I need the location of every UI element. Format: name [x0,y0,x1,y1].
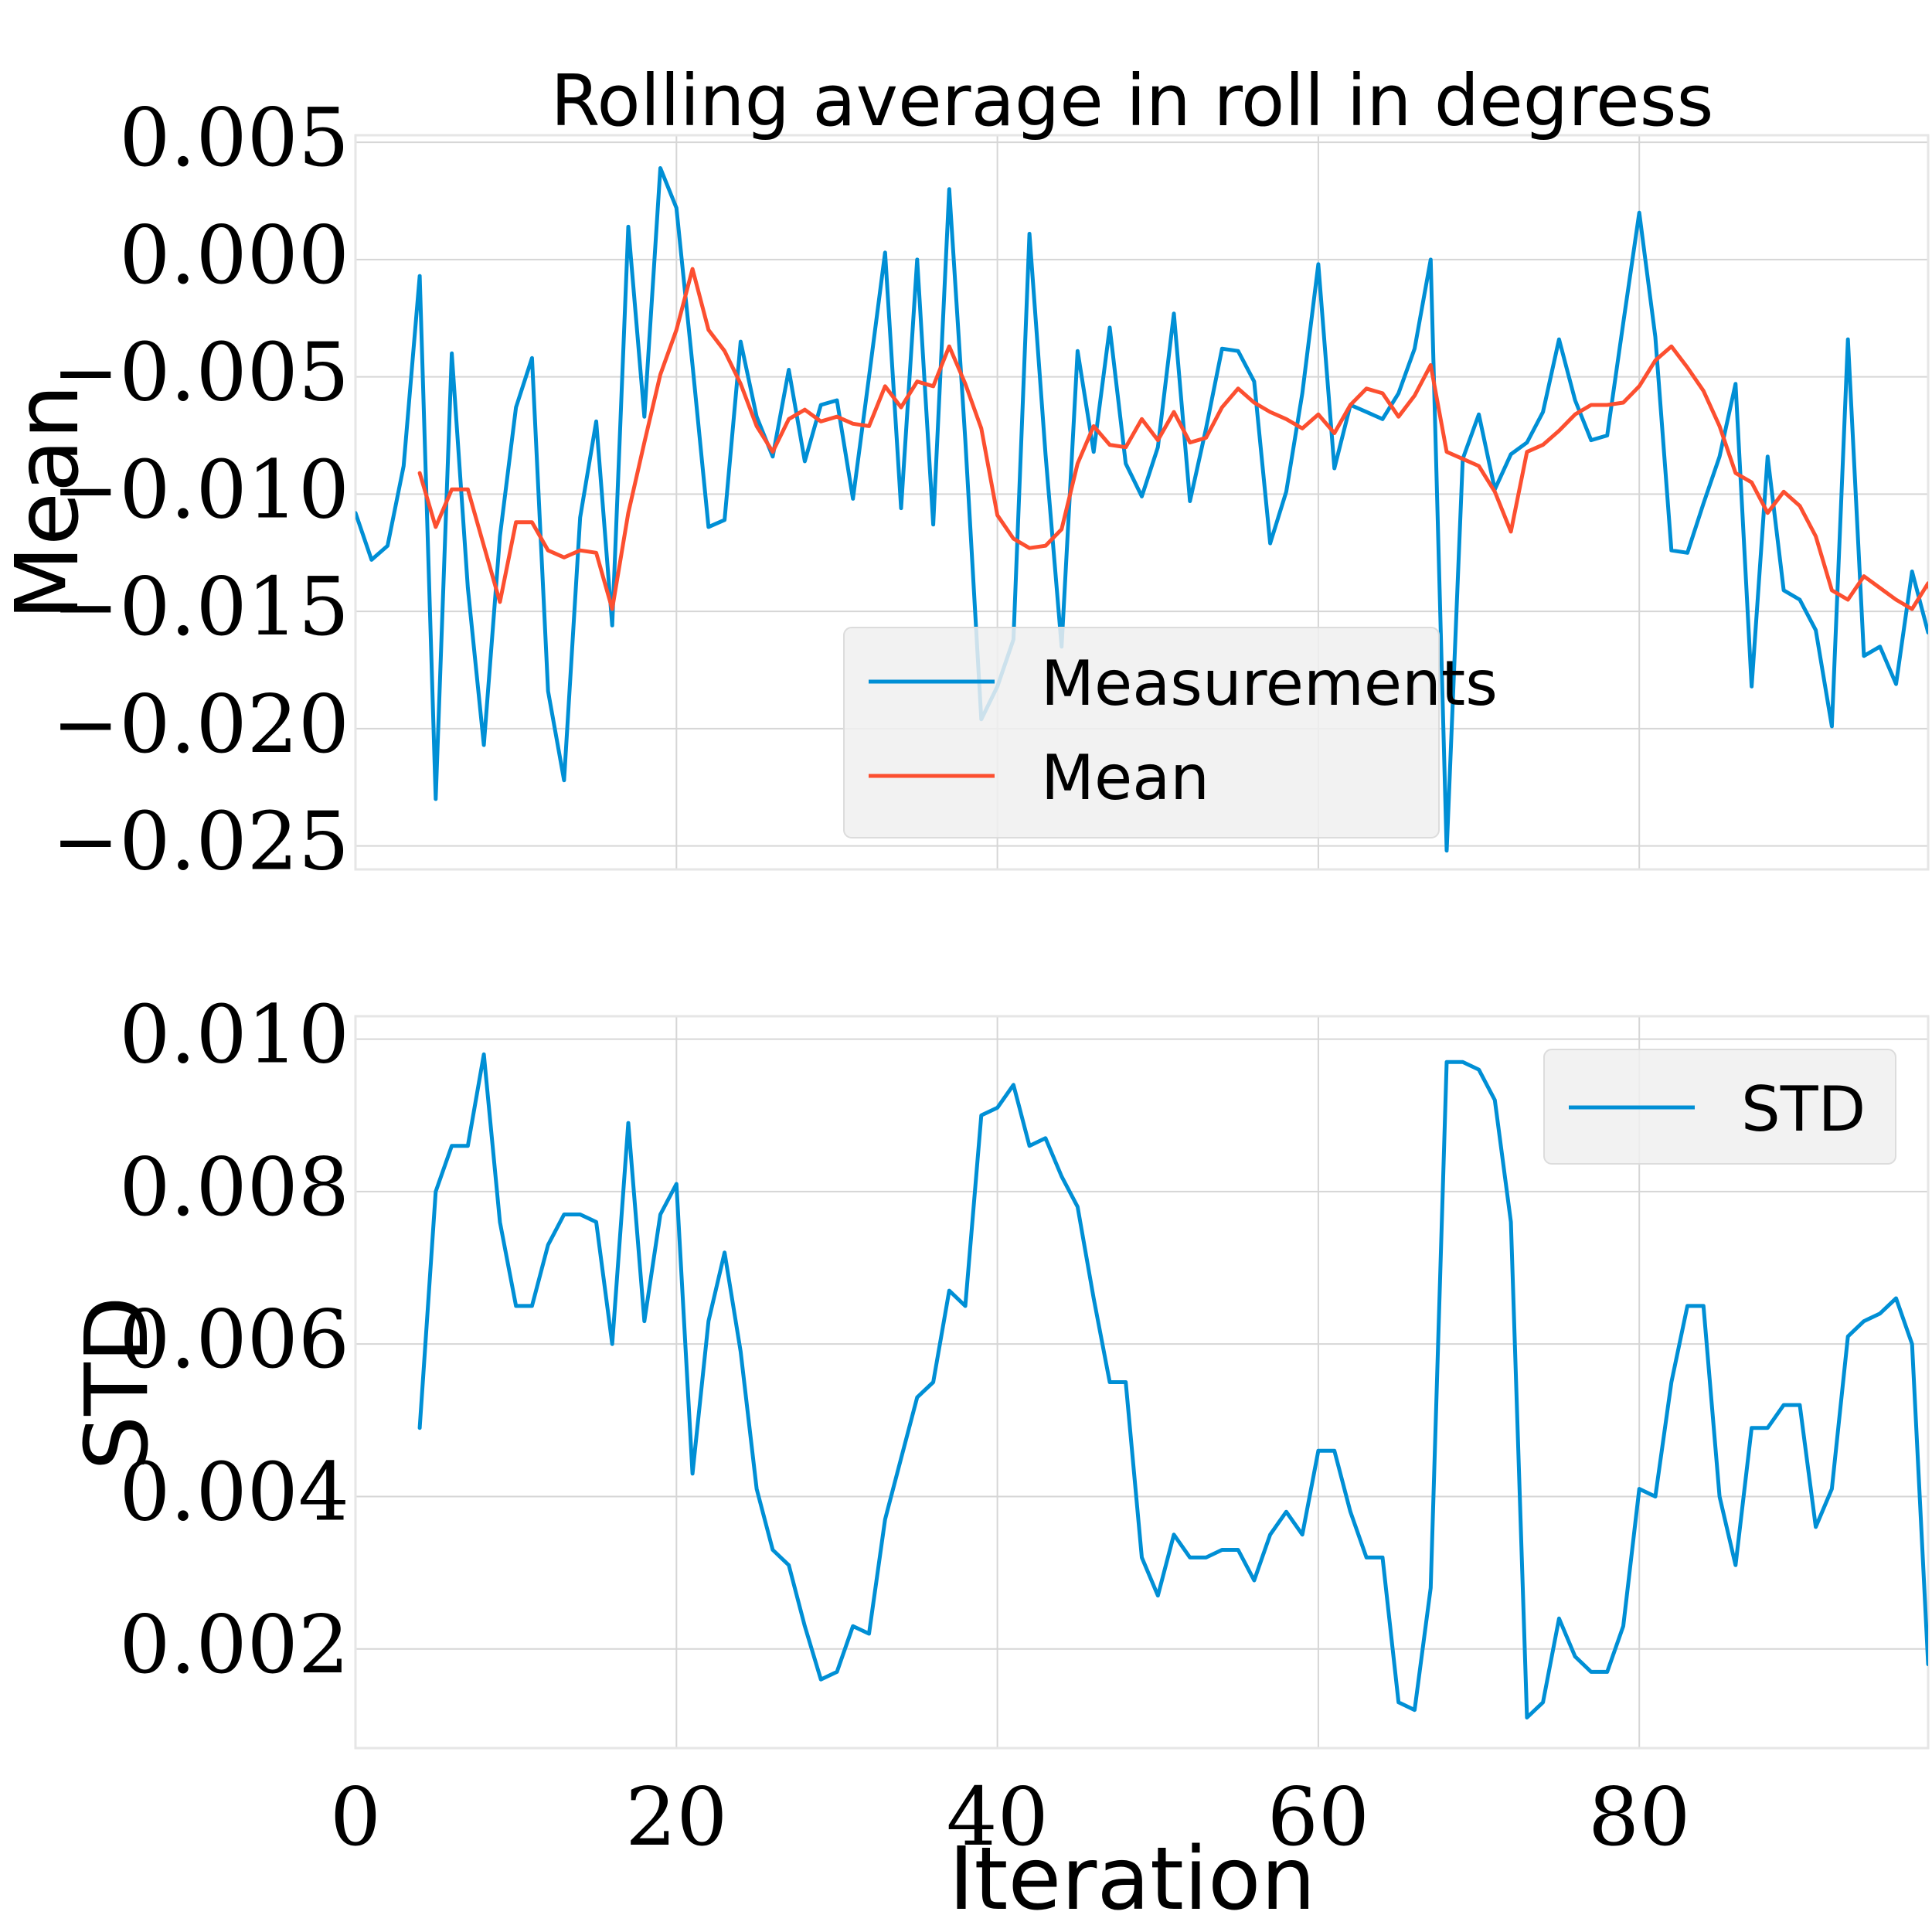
legend-label-mean: Mean [1041,742,1209,814]
mean-panel-series [355,166,1928,853]
y-tick-label: −0.005 [52,325,349,420]
x-tick-label: 80 [1588,1770,1690,1864]
std-panel-x-ticks: 0 20 40 60 80 [330,1770,1690,1864]
std-panel: 0.010 0.008 0.006 0.004 0.002 0 20 40 60 80 Iter… [67,988,1930,1930]
std-panel-y-axis-label: STD [67,1296,168,1471]
std-panel-y-ticks: 0.010 0.008 0.006 0.004 0.002 [119,988,349,1692]
std-panel-x-axis-label: Iteration [948,1829,1315,1930]
y-tick-label: 0.000 [119,208,349,302]
mean-panel-frame [354,134,1930,871]
std-panel-series [417,1052,1928,1719]
mean-panel-y-axis-label: Mean [0,384,98,620]
x-tick-label: 40 [946,1770,1048,1864]
mean-panel-legend: Measurements Mean [843,627,1498,838]
mean-panel-y-ticks: 0.005 0.000 −0.005 −0.010 −0.015 −0.020 −0.025 [52,90,349,889]
y-tick-label: 0.004 [119,1444,349,1539]
legend-box [1543,1049,1896,1165]
y-tick-label: −0.015 [52,560,349,654]
series-line-std [417,1052,1928,1719]
y-tick-label: 0.006 [119,1292,349,1386]
y-tick-label: −0.010 [52,442,349,536]
y-tick-label: −0.020 [52,677,349,771]
legend-label-measurements: Measurements [1041,648,1498,719]
y-tick-label: 0.010 [119,988,349,1082]
std-panel-frame [354,1015,1930,1750]
mean-panel-title: Rolling average in roll in degress [551,60,1714,142]
y-tick-label: 0.005 [119,90,349,185]
legend-label-std: STD [1741,1073,1866,1145]
y-tick-label: 0.002 [119,1597,349,1692]
x-tick-label: 60 [1267,1770,1369,1864]
y-tick-label: 0.008 [119,1140,349,1234]
std-panel-legend: STD [1543,1049,1896,1165]
x-tick-label: 0 [330,1770,381,1864]
series-line-measurements [355,166,1928,853]
series-line-mean [417,267,1928,611]
y-tick-label: −0.025 [52,794,349,889]
mean-panel: 0.005 0.000 −0.005 −0.010 −0.015 −0.020 −0.025… [0,60,1930,889]
x-tick-label: 20 [625,1770,727,1864]
